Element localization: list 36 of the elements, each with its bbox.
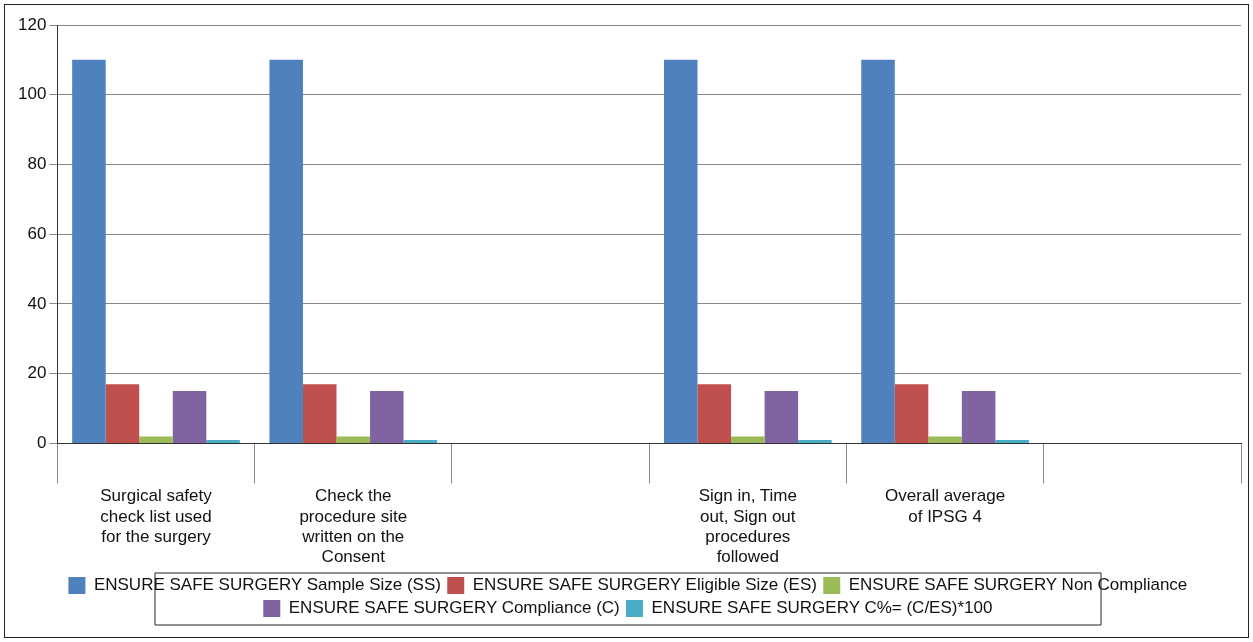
x-tick-label: Overall average of IPSG 4 bbox=[885, 486, 1006, 526]
bar bbox=[370, 391, 404, 443]
bar bbox=[731, 436, 765, 443]
y-tick-label: 80 bbox=[27, 154, 47, 174]
legend-label: ENSURE SAFE SURGERY Compliance (C) bbox=[288, 598, 620, 618]
bar bbox=[172, 391, 207, 443]
bar bbox=[928, 436, 962, 443]
bar bbox=[861, 59, 895, 443]
x-tick-label: Sign in, Time out, Sign out procedures followed bbox=[698, 486, 797, 567]
bar bbox=[403, 439, 438, 443]
bar bbox=[697, 384, 732, 443]
bar bbox=[894, 384, 929, 443]
legend-label: ENSURE SAFE SURGERY Eligible Size (ES) bbox=[472, 575, 817, 595]
bar bbox=[798, 439, 832, 443]
legend-label: ENSURE SAFE SURGERY C%= (C/ES)*100 bbox=[651, 598, 993, 618]
y-tick-label: 40 bbox=[27, 293, 47, 313]
bar bbox=[105, 384, 140, 443]
y-tick-label: 100 bbox=[17, 84, 47, 104]
bar bbox=[995, 439, 1029, 443]
bar bbox=[302, 384, 337, 443]
legend-label: ENSURE SAFE SURGERY Non Compliance bbox=[848, 575, 1188, 595]
bar bbox=[206, 439, 240, 443]
y-tick-label: 0 bbox=[36, 433, 47, 453]
y-tick-label: 120 bbox=[17, 14, 47, 34]
x-tick-label: Surgical safety check list used for the surgery bbox=[100, 486, 213, 547]
bar bbox=[764, 391, 799, 443]
bar bbox=[139, 436, 173, 443]
bar bbox=[336, 436, 371, 443]
bar bbox=[72, 59, 106, 443]
x-tick-label: Check the procedure site written on the Consent bbox=[299, 486, 408, 567]
bar bbox=[269, 59, 303, 443]
bar bbox=[663, 59, 698, 443]
y-tick-label: 60 bbox=[27, 223, 47, 243]
y-tick-label: 20 bbox=[27, 363, 47, 383]
legend-label: ENSURE SAFE SURGERY Sample Size (SS) bbox=[93, 575, 441, 595]
bar bbox=[961, 391, 996, 443]
